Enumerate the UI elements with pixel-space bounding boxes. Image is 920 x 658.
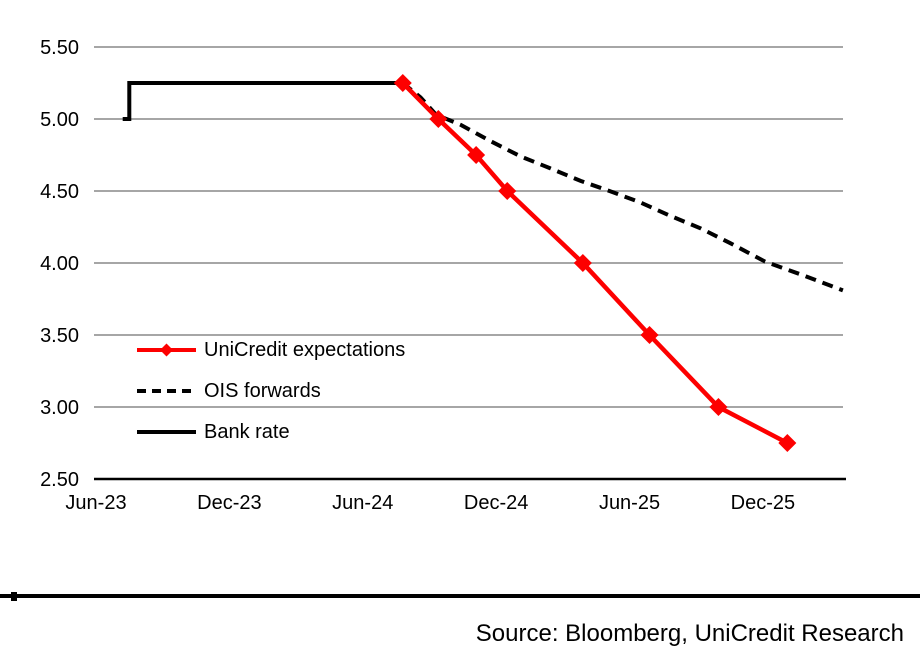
x-tick-label: Dec-24: [464, 492, 528, 514]
footer-divider-notch: [11, 592, 17, 601]
data-point-marker-unicredit-expectations: [778, 434, 797, 452]
x-tick-label: Jun-23: [65, 492, 126, 514]
x-tick-label: Dec-23: [197, 492, 261, 514]
data-point-marker-unicredit-expectations: [498, 182, 517, 200]
source-text: Source: Bloomberg, UniCredit Research: [475, 620, 904, 647]
x-tick-label: Jun-24: [332, 492, 393, 514]
legend-label-ois-forwards: OIS forwards: [204, 380, 321, 402]
series-line-bank-rate: [122, 81, 403, 121]
legend-label-bank-rate: Bank rate: [204, 421, 290, 443]
legend-swatch-unicredit-expectations: [137, 343, 196, 357]
legend-item-ois-forwards: OIS forwards: [137, 380, 405, 402]
series-line-unicredit-expectations: [401, 81, 789, 445]
data-point-marker-unicredit-expectations: [467, 146, 486, 164]
footer-divider: [0, 592, 920, 601]
series-line-ois-forwards: [401, 81, 844, 293]
legend-label-unicredit-expectations: UniCredit expectations: [204, 339, 406, 361]
data-point-marker-unicredit-expectations: [393, 74, 412, 92]
data-point-marker-unicredit-expectations: [429, 110, 448, 128]
x-tick-label: Jun-25: [599, 492, 660, 514]
legend-item-unicredit-expectations: UniCredit expectations: [137, 339, 406, 361]
data-point-marker-unicredit-expectations: [573, 254, 592, 272]
legend-item-bank-rate: Bank rate: [137, 421, 405, 443]
y-tick-label: 2.50: [40, 469, 79, 491]
legend-swatch-ois-forwards: [137, 389, 196, 393]
y-tick-label: 4.00: [40, 253, 79, 275]
legend-marker-unicredit-expectations: [160, 343, 173, 357]
y-tick-label: 3.50: [40, 325, 79, 347]
chart-legend: UniCredit expectations OIS forwards Bank r…: [137, 339, 406, 464]
y-tick-label: 5.50: [40, 37, 79, 59]
x-tick-label: Dec-25: [731, 492, 795, 514]
y-tick-label: 5.00: [40, 109, 79, 131]
y-tick-label: 4.50: [40, 181, 79, 203]
data-point-marker-unicredit-expectations: [640, 326, 659, 344]
y-tick-label: 3.00: [40, 397, 79, 419]
legend-swatch-bank-rate: [137, 430, 196, 434]
data-point-marker-unicredit-expectations: [709, 398, 728, 416]
